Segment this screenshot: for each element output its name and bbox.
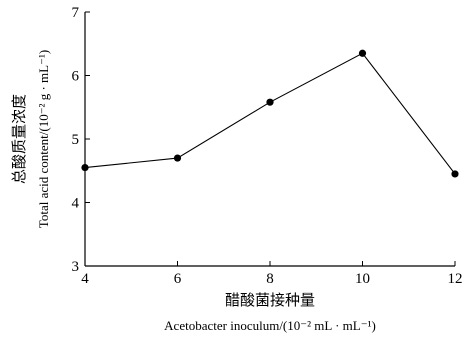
y-tick-label-4: 4 (72, 196, 80, 212)
y-axis-label-cn: 总酸质量浓度 (10, 94, 28, 184)
data-point-x6 (173, 154, 182, 162)
y-tick-label-5: 5 (72, 132, 80, 148)
x-tick-label-4: 4 (81, 271, 89, 287)
x-tick-label-10: 10 (355, 271, 370, 287)
y-tick-label-6: 6 (72, 69, 80, 85)
x-tick-label-6: 6 (174, 271, 182, 287)
x-tick-label-12: 12 (448, 271, 463, 287)
series (81, 49, 459, 178)
x-tick-label-8: 8 (266, 271, 274, 287)
y-axis-label-en: Total acid content/(10⁻² g · mL⁻¹) (36, 50, 51, 228)
series-line-0 (84, 52, 456, 175)
x-axis-label-en: Acetobacter inoculum/(10⁻² mL · mL⁻¹) (164, 318, 376, 333)
data-point-x12 (451, 170, 459, 178)
data-point-x8 (266, 98, 274, 106)
data-point-x10 (358, 49, 367, 57)
y-tick-label-3: 3 (72, 259, 80, 275)
x-axis-label-cn: 醋酸菌接种量 (225, 291, 315, 309)
axes (84, 12, 455, 267)
data-point-x4 (81, 163, 89, 172)
y-tick-label-7: 7 (72, 5, 80, 21)
